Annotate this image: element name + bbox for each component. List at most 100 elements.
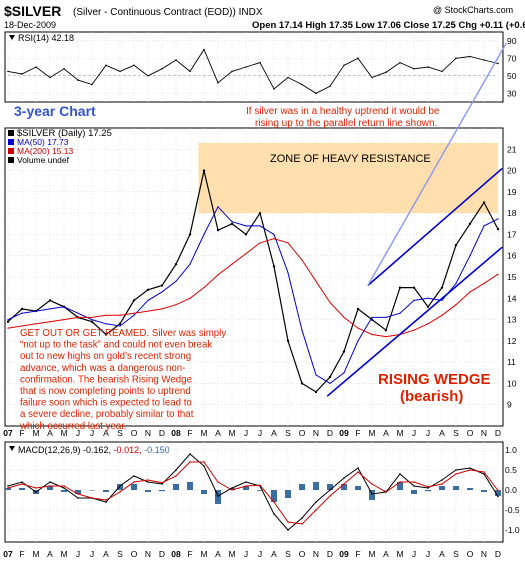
macd-signal-point (399, 481, 401, 483)
macd-histogram-bar (355, 486, 361, 490)
macd-histogram-bar (75, 490, 81, 494)
rsi-point (35, 66, 37, 68)
price-point (160, 284, 164, 287)
macd-signal-point (133, 481, 135, 483)
ma50-point (217, 206, 219, 208)
price-point (440, 286, 444, 289)
month-label: F (19, 549, 24, 559)
return-line (367, 42, 508, 286)
macd-point (245, 481, 247, 483)
macd-point (231, 487, 233, 489)
month-label: A (271, 428, 277, 438)
rsi-point (455, 57, 457, 60)
month-label: N (481, 549, 487, 559)
ma200-point (63, 318, 65, 321)
ma200-point (343, 316, 345, 319)
macd-point (189, 453, 191, 455)
ma50-point (287, 272, 289, 274)
macd-histogram-bar (439, 486, 445, 490)
macd-histogram-bar (159, 490, 165, 492)
rsi-point (203, 48, 205, 51)
uptrend-note-1: If silver was in a healthy uptrend it wo… (246, 106, 440, 117)
month-label: N (145, 549, 151, 559)
quote-line: Open 17.14 High 17.35 Low 17.06 Close 17… (252, 20, 525, 31)
macd-histogram-bar (369, 490, 375, 500)
macd-point (21, 481, 23, 483)
getout-line: “not up to the task” and could not even … (20, 340, 212, 351)
macd-histogram-bar (467, 488, 473, 490)
rsi-point (7, 70, 9, 73)
macd-signal-point (371, 483, 373, 485)
ma200-point (455, 304, 457, 306)
macd-histogram-bar (285, 490, 291, 498)
macd-point (357, 467, 359, 469)
ma50-point (399, 312, 401, 314)
ma200-point (469, 291, 471, 293)
month-label: S (117, 428, 123, 438)
month-label: A (103, 428, 109, 438)
macd-signal-point (469, 469, 471, 471)
ma50-point (497, 218, 499, 220)
macd-histogram-bar (313, 482, 319, 490)
macd-panel (4, 441, 504, 543)
month-label: S (285, 428, 291, 438)
macd-histogram-bar (383, 490, 389, 491)
macd-label-hist: -0.150 (144, 445, 170, 455)
month-label: D (159, 549, 165, 559)
month-label: F (187, 549, 192, 559)
month-label: O (131, 549, 138, 559)
ma50-point (175, 280, 177, 282)
rsi-tick-label: 50 (507, 71, 517, 81)
chart-date: 18-Dec-2009 (4, 20, 56, 30)
month-label: D (495, 428, 501, 438)
macd-histogram-bar (229, 488, 235, 490)
macd-signal-point (7, 487, 9, 489)
macd-signal-point (301, 523, 303, 525)
ma200-point (301, 259, 303, 261)
month-label: D (159, 428, 165, 438)
macd-point (203, 465, 205, 467)
getout-line: GET OUT OR GET REAMED. Silver was simply (20, 328, 226, 339)
rsi-point (287, 76, 289, 79)
macd-histogram-bar (257, 490, 263, 491)
ma50-point (147, 299, 149, 302)
ma200-point (203, 287, 205, 289)
macd-histogram-bar (117, 484, 123, 490)
macd-histogram-bar (131, 484, 137, 490)
month-label: J (244, 549, 248, 559)
ma50-point (133, 314, 135, 316)
getout-annotation: GET OUT OR GET REAMED. Silver was simply… (19, 328, 226, 432)
ma200-point (175, 304, 177, 306)
macd-signal-point (147, 479, 149, 481)
month-label: A (271, 549, 277, 559)
month-label: S (117, 549, 123, 559)
resistance-zone (198, 142, 498, 214)
macd-point (273, 513, 275, 515)
rsi-point (259, 61, 261, 64)
price-point (286, 339, 290, 343)
wedge-sublabel: (bearish) (400, 388, 463, 405)
macd-signal-point (77, 493, 79, 495)
ma200-point (329, 301, 331, 304)
month-label: A (47, 428, 53, 438)
macd-signal-point (49, 485, 51, 487)
rsi-point (119, 70, 121, 73)
rsi-point (147, 74, 149, 77)
macd-signal-point (441, 483, 443, 485)
macd-tick-label: 0.0 (505, 485, 517, 495)
price-tick-label: 12 (507, 336, 517, 346)
rsi-point (413, 67, 415, 70)
month-label: O (299, 549, 306, 559)
price-point (454, 243, 458, 247)
ma50-point (7, 318, 9, 321)
price-point (230, 222, 234, 225)
month-label: J (258, 549, 262, 559)
rsi-point (161, 67, 163, 70)
ma50-point (77, 312, 79, 314)
macd-signal-point (343, 483, 345, 485)
axis-labels: 0707FFMMAAMMJJJJAASSOONNDD0808FFMMAAMMJJ… (3, 36, 520, 559)
price-point (6, 320, 10, 323)
wedge-label: RISING WEDGE (378, 371, 491, 388)
ma50-point (259, 225, 261, 227)
